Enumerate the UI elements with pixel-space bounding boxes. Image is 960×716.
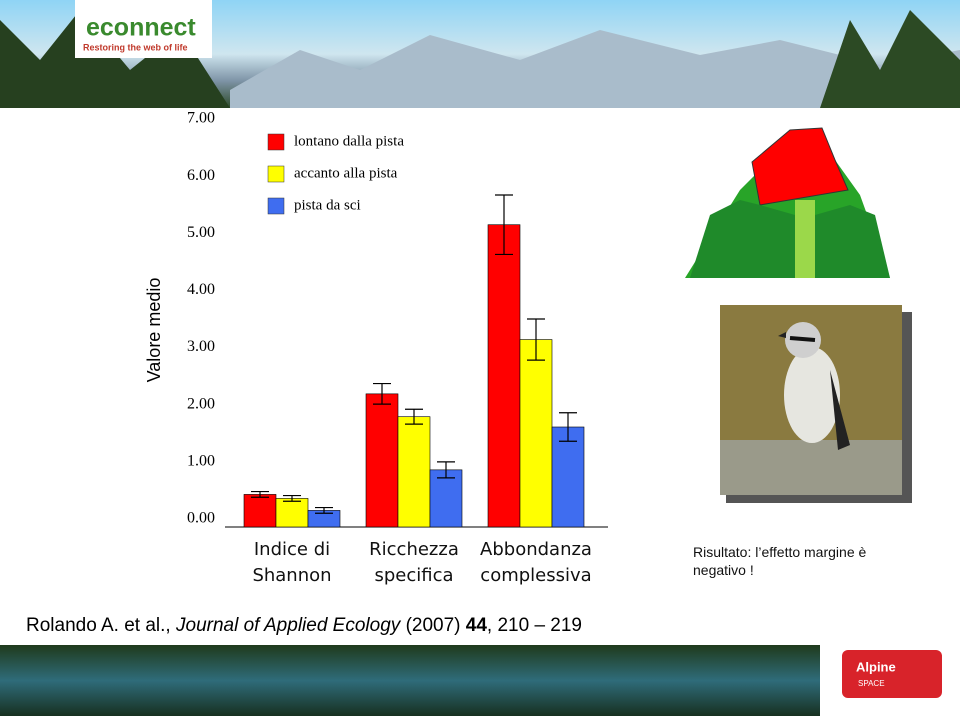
error-bar [315, 506, 333, 514]
bar [487, 224, 521, 528]
footer-image [0, 645, 820, 716]
trees [0, 10, 230, 108]
y-axis-label: Valore medio [144, 278, 164, 383]
citation-authors: Rolando A. et al., [26, 615, 171, 636]
error-bar [251, 490, 269, 498]
y-tick-label: 6.00 [187, 167, 215, 184]
habitat-diagram [685, 127, 890, 278]
citation-year: (2007) [405, 615, 461, 636]
x-tick-label: Abbondanza complessiva [480, 539, 592, 586]
bar [275, 498, 309, 528]
citation-volume: 44 [465, 615, 487, 636]
citation: Rolando A. et al., Journal of Applied Ec… [26, 615, 582, 637]
y-tick-label: 3.00 [187, 338, 215, 355]
legend-swatch [267, 133, 285, 151]
result-text: Risultato: l’effetto margine è negativo … [693, 544, 867, 578]
legend-swatch [267, 165, 285, 183]
logo-tagline: Restoring the web of life [83, 42, 188, 52]
y-tick-label: 0.00 [187, 510, 215, 527]
y-tick-label: 1.00 [187, 453, 215, 470]
y-tick-label: 4.00 [187, 281, 215, 298]
x-tick-label: Indice di Shannon [252, 539, 332, 586]
y-tick-label: 2.00 [187, 395, 215, 412]
legend-label: accanto alla pista [294, 165, 398, 181]
error-bar [527, 318, 545, 361]
legend-label: pista da sci [294, 197, 361, 213]
error-bar [405, 408, 423, 425]
logo-name: econnect [86, 14, 196, 42]
error-bar [283, 494, 301, 502]
trees [820, 10, 960, 108]
y-tick-label: 5.00 [187, 224, 215, 241]
bar [429, 469, 463, 528]
x-tick-label: Ricchezza specifica [369, 539, 459, 586]
bird-photo [720, 305, 912, 503]
y-tick-label: 7.00 [187, 110, 215, 127]
legend-swatch [267, 197, 285, 215]
bar [365, 393, 399, 528]
mountains [230, 30, 960, 108]
bar [397, 416, 431, 528]
error-bar [437, 461, 455, 479]
citation-pages: , 210 – 219 [486, 615, 582, 636]
footer-logo-name: Alpine [856, 659, 896, 674]
error-bar [495, 194, 513, 256]
logo-box [75, 0, 212, 58]
footer-logo-sub: SPACE [858, 679, 885, 688]
error-bar [373, 382, 391, 405]
footer-logo-mark [842, 650, 942, 698]
bar [519, 339, 553, 528]
legend-label: lontano dalla pista [294, 133, 404, 149]
bar [551, 426, 585, 528]
citation-journal: Journal of Applied Ecology [176, 615, 401, 636]
error-bar [559, 412, 577, 442]
bar [243, 494, 277, 528]
